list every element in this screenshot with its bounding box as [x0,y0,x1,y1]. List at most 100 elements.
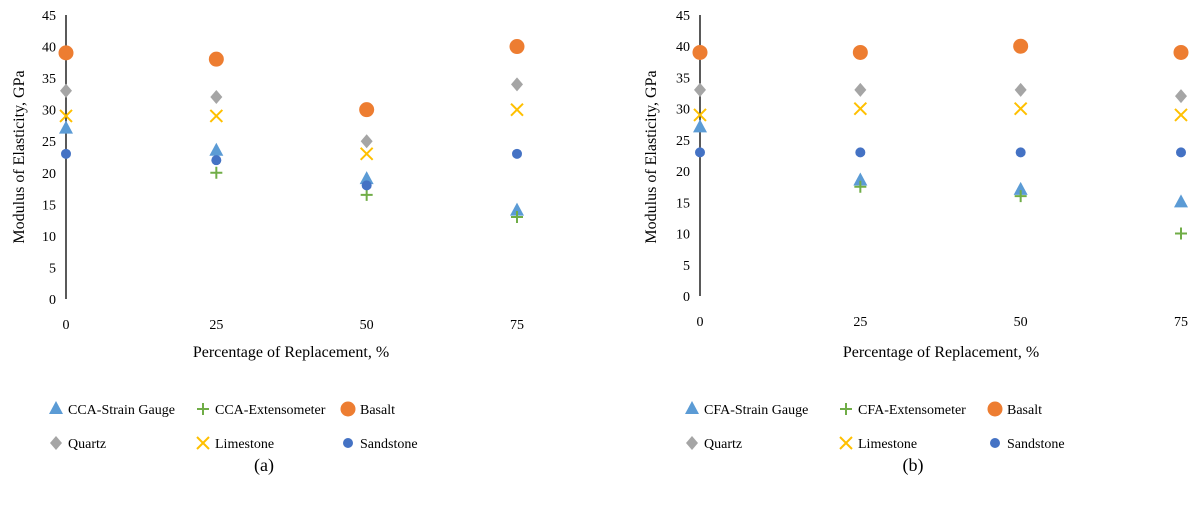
x-tick-label: 50 [1014,315,1028,330]
data-point [58,45,74,61]
x-tick-label: 25 [853,315,867,330]
legend-marker [49,401,63,414]
data-point [359,102,375,118]
legend-marker [343,438,353,448]
data-point [361,180,372,191]
y-tick-label: 25 [676,134,690,149]
data-point [854,82,867,97]
data-point [512,148,522,159]
x-tick-label: 75 [510,318,524,333]
y-tick-label: 25 [42,135,56,150]
x-tick-label: 0 [63,318,70,333]
y-tick-label: 40 [676,40,690,55]
y-axis-title: Modulus of Elasticity, GPa [11,70,28,243]
legend-label: Limestone [858,437,917,452]
data-point [60,83,72,98]
data-point [852,44,868,60]
y-tick-label: 45 [42,9,56,24]
legend-marker [990,438,1000,448]
legend-label: CFA-Strain Gauge [704,403,808,418]
data-point [693,119,707,133]
legend-marker [685,401,699,414]
data-point [853,101,868,116]
legend-marker [50,436,62,450]
y-tick-label: 20 [676,165,690,180]
y-tick-label: 35 [42,72,56,87]
data-point [693,108,707,122]
legend-label: CCA-Extensometer [215,403,326,418]
chart-panel-b: 0 5 10 15 20 25 30 35 40 45 0 25 50 75 Percentage of R… [636,0,1196,509]
panel-caption: (b) [902,455,924,475]
data-point [511,77,523,92]
data-point [853,172,868,186]
data-point [61,148,71,159]
data-point [1175,89,1187,104]
legend-item: CFA-Strain Gauge [685,401,808,418]
legend-item: Quartz [50,436,106,452]
data-point [1176,147,1186,158]
series-cca-extensometer [210,166,523,223]
data-point [210,90,223,105]
legend-label: Quartz [704,437,742,452]
series-cca-strain-gauge [59,120,524,216]
legend-label: Basalt [360,403,395,418]
y-tick-label: 35 [676,71,690,86]
data-point [59,120,73,134]
legend-marker [840,403,852,415]
legend-label: CCA-Strain Gauge [68,403,175,418]
x-tick-label: 75 [1174,315,1188,330]
data-point [854,180,867,193]
data-point [209,142,224,156]
x-tick-label: 25 [209,318,223,333]
y-tick-label: 10 [42,230,56,245]
data-point [695,147,705,158]
legend-marker [340,401,356,417]
y-tick-label: 20 [42,167,56,182]
y-tick-label: 45 [676,9,690,24]
data-point [1013,181,1028,195]
scatter-chart-a: 0 5 10 15 20 25 30 35 40 45 0 25 50 75 Percentage of R… [11,9,525,452]
x-axis-title: Percentage of Replacement, % [193,344,389,361]
data-point [359,147,374,161]
series-basalt [58,39,525,118]
legend-label: Quartz [68,437,106,452]
data-point [509,39,525,55]
data-point [510,202,524,216]
data-point [510,102,524,117]
data-point [211,155,222,166]
x-axis-title: Percentage of Replacement, % [843,344,1039,361]
series-limestone [59,102,524,161]
data-point [360,188,373,201]
legend-label: CFA-Extensometer [858,403,966,418]
data-point [210,166,223,179]
legend-label: Sandstone [360,437,418,452]
legend-item: Limestone [839,436,917,452]
data-point [511,210,523,223]
data-point [1013,38,1029,54]
legend-label: Basalt [1007,403,1042,418]
legend-marker [839,436,853,450]
data-point [59,109,73,123]
legend-item: Limestone [196,436,274,452]
data-point [1174,108,1188,122]
y-tick-label: 0 [683,290,690,305]
data-point [692,44,708,60]
y-tick-label: 40 [42,41,56,56]
legend-item: CCA-Strain Gauge [49,401,175,418]
legend-item: Sandstone [990,437,1065,452]
series-quartz [694,82,1187,104]
data-point [855,147,866,158]
data-point [208,51,224,67]
data-point [694,82,706,97]
legend-item: Quartz [686,436,742,452]
y-tick-label: 10 [676,228,690,243]
y-tick-label: 30 [42,104,56,119]
data-point [1013,101,1028,116]
series-limestone [693,101,1188,122]
legend-marker [686,436,698,450]
data-point [359,171,374,185]
legend-marker [987,401,1003,417]
data-point [1173,44,1189,60]
legend-item: Sandstone [343,437,418,452]
y-tick-label: 15 [42,198,56,213]
